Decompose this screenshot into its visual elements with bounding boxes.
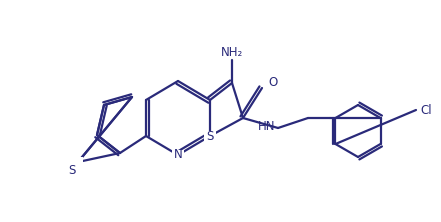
Bar <box>204 131 216 141</box>
Bar <box>73 157 83 167</box>
Text: NH₂: NH₂ <box>221 46 243 59</box>
Text: HN: HN <box>258 121 275 133</box>
Text: Cl: Cl <box>420 103 432 117</box>
Text: O: O <box>268 75 277 89</box>
Text: S: S <box>68 163 76 176</box>
Text: S: S <box>206 129 214 143</box>
Bar <box>172 149 184 161</box>
Text: N: N <box>174 149 183 161</box>
